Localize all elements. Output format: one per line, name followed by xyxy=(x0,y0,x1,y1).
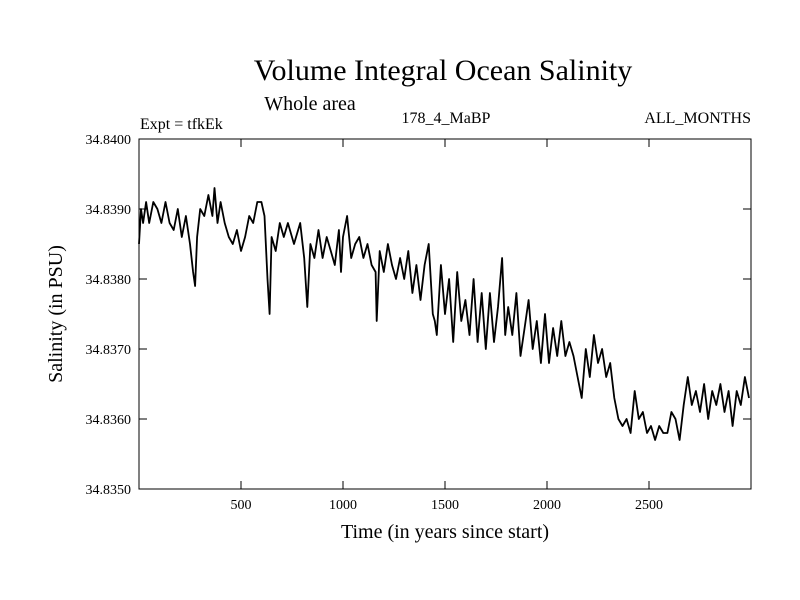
x-tick-label: 500 xyxy=(231,498,252,513)
period-label: ALL_MONTHS xyxy=(644,110,751,127)
y-axis-ticks: 34.8350 34.8360 34.8370 34.8380 34.8390 34.84… xyxy=(86,133,751,498)
x-tick-label: 1000 xyxy=(329,498,357,513)
chart-title: Volume Integral Ocean Salinity xyxy=(254,54,633,87)
chart-subtitle: Whole area xyxy=(264,93,356,115)
y-tick-label: 34.8370 xyxy=(86,343,132,358)
salinity-series-line xyxy=(138,187,750,441)
x-tick-label: 2000 xyxy=(533,498,561,513)
y-axis-label: Salinity (in PSU) xyxy=(45,245,67,383)
x-tick-label: 2500 xyxy=(635,498,663,513)
y-tick-label: 34.8350 xyxy=(86,483,132,498)
y-tick-label: 34.8380 xyxy=(86,273,132,288)
y-tick-label: 34.8360 xyxy=(86,413,132,428)
x-axis-ticks: 500 1000 1500 2000 2500 xyxy=(231,139,663,513)
x-tick-label: 1500 xyxy=(431,498,459,513)
y-tick-label: 34.8400 xyxy=(86,133,132,148)
x-axis-label: Time (in years since start) xyxy=(341,521,549,543)
run-label: 178_4_MaBP xyxy=(402,110,491,127)
plot-area-frame xyxy=(138,138,752,490)
experiment-label: Expt = tfkEk xyxy=(140,116,223,133)
y-tick-label: 34.8390 xyxy=(86,203,132,218)
